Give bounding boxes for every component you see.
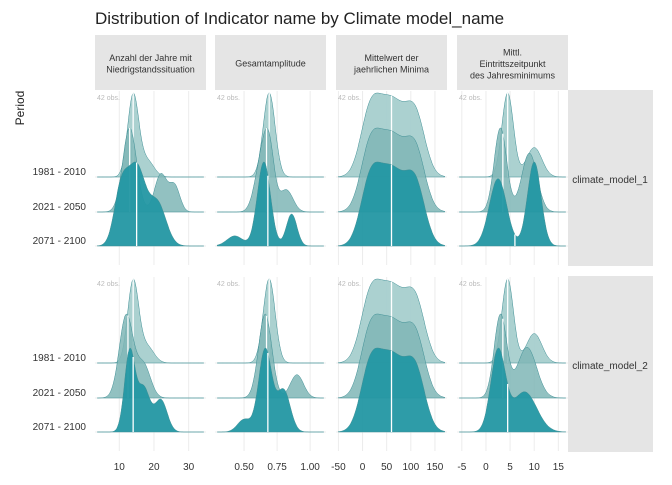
density-ridge [216, 161, 324, 247]
obs-label: 42 obs. [338, 281, 361, 288]
facet-label: Mittelwert der jaehrlichen Minima [353, 53, 429, 75]
density-ridge [459, 161, 566, 247]
obs-label: 42 obs. [97, 95, 120, 102]
x-tick-label: 20 [148, 462, 160, 473]
x-tick-label: 50 [381, 462, 393, 473]
x-tick-label: 30 [183, 462, 195, 473]
facet-label: Anzahl der Jahre mit Niedrigstandssituati… [106, 53, 195, 75]
obs-label: 42 obs. [217, 95, 240, 102]
x-tick-label: 1.00 [300, 462, 320, 473]
x-tick-label: -50 [331, 462, 346, 473]
obs-label: 42 obs. [459, 95, 482, 102]
obs-label: 42 obs. [97, 281, 120, 288]
density-ridge [97, 278, 204, 364]
density-ridge [459, 313, 566, 399]
density-ridge [217, 278, 324, 364]
x-tick-label: 10 [529, 462, 541, 473]
x-tick-label: -5 [457, 462, 466, 473]
facet-strip [95, 35, 206, 90]
row-strip [568, 90, 653, 266]
density-ridge [217, 313, 324, 399]
row-strip [568, 276, 653, 452]
row-strip-label: climate_model_1 [572, 175, 648, 186]
obs-label: 42 obs. [459, 281, 482, 288]
period-label: 2071 - 2100 [33, 422, 87, 433]
facet-strip [457, 35, 568, 90]
period-label: 2021 - 2050 [33, 388, 87, 399]
period-label: 2021 - 2050 [33, 202, 87, 213]
facet-label: Gesamtamplitude [235, 59, 306, 69]
x-tick-label: 5 [507, 462, 513, 473]
facet-strip [336, 35, 447, 90]
facet-strip [215, 35, 326, 90]
facet-label: Mittl. Eintrittszeitpunkt des Jahresminimu… [470, 48, 556, 81]
obs-label: 42 obs. [217, 281, 240, 288]
y-axis-label: Period [13, 91, 27, 126]
density-ridge [97, 347, 204, 433]
x-tick-label: 150 [427, 462, 444, 473]
density-ridge [459, 347, 567, 433]
obs-label: 42 obs. [338, 95, 361, 102]
row-strip-label: climate_model_2 [572, 361, 648, 372]
x-tick-label: 10 [114, 462, 126, 473]
x-tick-label: 0 [360, 462, 366, 473]
density-ridge [459, 278, 566, 364]
chart-title: Distribution of Indicator name by Climat… [95, 9, 504, 28]
density-ridge [97, 313, 204, 399]
period-label: 1981 - 2010 [33, 353, 87, 364]
density-ridge [96, 161, 204, 247]
x-tick-label: 0.75 [267, 462, 287, 473]
period-label: 1981 - 2010 [33, 167, 87, 178]
x-tick-label: 15 [553, 462, 565, 473]
density-ridge [97, 92, 204, 178]
x-tick-label: 100 [402, 462, 419, 473]
period-label: 2071 - 2100 [33, 236, 87, 247]
density-ridge [217, 92, 324, 178]
density-ridge [217, 127, 324, 213]
x-tick-label: 0.50 [234, 462, 254, 473]
x-tick-label: 0 [483, 462, 489, 473]
density-ridge [459, 92, 566, 178]
density-ridge [217, 347, 324, 433]
